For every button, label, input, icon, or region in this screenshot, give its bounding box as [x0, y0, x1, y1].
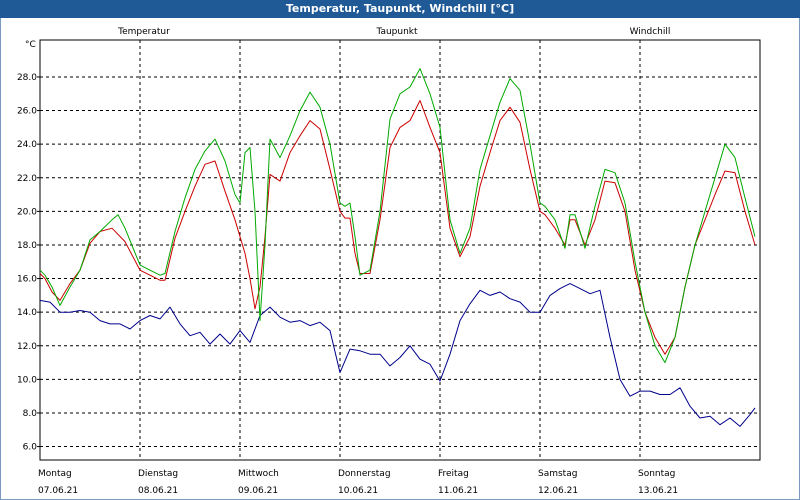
- y-tick-label: 24.0: [17, 140, 37, 150]
- x-day-label: Mittwoch: [238, 469, 279, 479]
- series-line-temperatur: [39, 100, 756, 355]
- x-axis-ticks: Montag 07.06.21 Dienstag 08.06.21 Mittwoch 09…: [38, 469, 678, 496]
- x-date-label: 07.06.21: [38, 486, 78, 496]
- chart-title: Temperatur, Taupunkt, Windchill [°C]: [0, 0, 800, 18]
- grid-lines: [40, 40, 760, 460]
- legend-taupunkt[interactable]: Taupunkt: [375, 27, 418, 37]
- x-day-label: Donnerstag: [338, 469, 391, 479]
- y-tick-label: 10.0: [17, 375, 37, 385]
- x-date-label: 12.06.21: [538, 486, 578, 496]
- legend-temperatur[interactable]: Temperatur: [117, 27, 170, 37]
- y-tick-label: 28.0: [17, 73, 37, 83]
- series-lines: [39, 68, 756, 427]
- plot-area: [39, 39, 761, 461]
- y-tick-label: 26.0: [17, 107, 37, 117]
- y-tick-label: 6.0: [23, 443, 38, 453]
- y-tick-label: 8.0: [23, 409, 38, 419]
- legend-windchill[interactable]: Windchill: [630, 27, 671, 37]
- y-axis-label: °C: [25, 40, 36, 50]
- x-day-label: Sonntag: [638, 469, 675, 479]
- series-line-taupunkt: [39, 283, 756, 427]
- y-tick-label: 22.0: [17, 174, 37, 184]
- x-date-label: 08.06.21: [138, 486, 178, 496]
- x-day-label: Dienstag: [138, 469, 178, 479]
- y-axis-ticks: 6.0 8.0 10.0 12.0 14.0 16.0 18.0 20.0 22.0 24.0 26…: [17, 73, 40, 453]
- y-tick-label: 20.0: [17, 207, 37, 217]
- y-tick-label: 14.0: [17, 308, 37, 318]
- x-date-label: 13.06.21: [638, 486, 678, 496]
- x-day-label: Freitag: [438, 469, 469, 479]
- y-tick-label: 16.0: [17, 275, 37, 285]
- y-tick-label: 12.0: [17, 342, 37, 352]
- x-date-label: 09.06.21: [238, 486, 278, 496]
- x-day-label: Montag: [38, 469, 72, 479]
- x-date-label: 11.06.21: [438, 486, 478, 496]
- series-line-windchill: [39, 68, 756, 364]
- y-tick-label: 18.0: [17, 241, 37, 251]
- x-day-label: Samstag: [538, 469, 577, 479]
- x-date-label: 10.06.21: [338, 486, 378, 496]
